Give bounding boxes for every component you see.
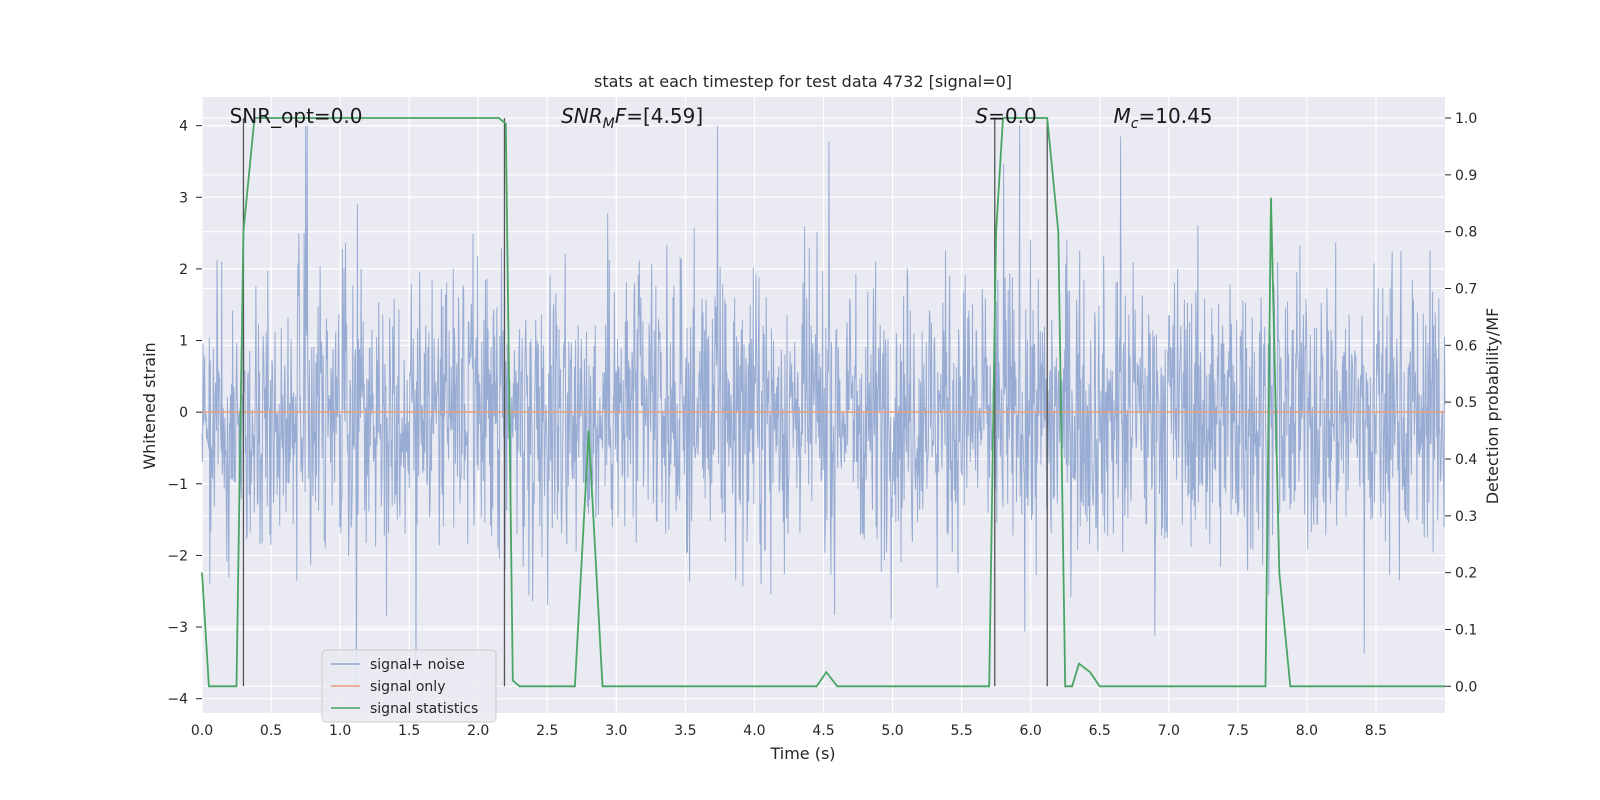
annotation-text: S=0.0 xyxy=(975,104,1036,128)
x-tick-label: 4.0 xyxy=(743,723,765,739)
y-tick-label: 2 xyxy=(179,262,188,278)
x-tick-label: 8.0 xyxy=(1296,723,1318,739)
legend-label-signal-only: signal only xyxy=(370,679,445,695)
signal-noise-line xyxy=(201,125,1446,692)
x-tick-label: 6.5 xyxy=(1089,723,1111,739)
chart-title: stats at each timestep for test data 473… xyxy=(594,72,1012,91)
y-axis-left: 4 3 2 1 0 −1 −2 −3 −4 xyxy=(167,119,202,708)
y2-tick-label: 0.6 xyxy=(1455,338,1477,354)
y-tick-label: 1 xyxy=(179,334,188,350)
signal-statistics-series xyxy=(201,117,1445,688)
x-tick-label: 5.0 xyxy=(881,723,903,739)
annotation-text: SNR_opt=0.0 xyxy=(230,104,363,128)
y-tick-label: 4 xyxy=(179,119,188,135)
legend: signal+ noise signal only signal statist… xyxy=(321,649,497,723)
annotations: SNR_opt=0.0 SNRMF=[4.59] S=0.0 Mc=10.45 xyxy=(230,104,1213,132)
y2-tick-label: 0.8 xyxy=(1455,225,1477,241)
y2-tick-label: 0.1 xyxy=(1455,622,1477,638)
y-axis-right: 1.0 0.9 0.8 0.7 0.6 0.5 0.4 0.3 0.2 0.1 0.0 xyxy=(1445,111,1477,695)
y2-tick-label: 0.3 xyxy=(1455,509,1477,525)
legend-label-signal-noise: signal+ noise xyxy=(370,657,465,673)
x-tick-label: 2.0 xyxy=(467,723,489,739)
x-tick-label: 7.5 xyxy=(1227,723,1249,739)
vertical-markers xyxy=(242,118,1048,687)
x-tick-label: 0.5 xyxy=(260,723,282,739)
x-axis: 0.0 0.5 1.0 1.5 2.0 2.5 3.0 3.5 4.0 4.5 5.0 5.5 6.0 6… xyxy=(191,723,1387,739)
y2-tick-label: 0.5 xyxy=(1455,395,1477,411)
x-tick-label: 2.5 xyxy=(536,723,558,739)
y-tick-label: −4 xyxy=(167,692,188,708)
annotation-text: Mc=10.45 xyxy=(1114,104,1213,132)
x-tick-label: 6.0 xyxy=(1020,723,1042,739)
y-tick-label: 3 xyxy=(179,190,188,206)
x-tick-label: 5.5 xyxy=(950,723,972,739)
x-tick-label: 7.0 xyxy=(1158,723,1180,739)
y2-tick-label: 0.2 xyxy=(1455,566,1477,582)
y2-tick-label: 0.7 xyxy=(1455,282,1477,298)
annotation-text: SNRMF=[4.59] xyxy=(561,104,703,132)
y-tick-label: −1 xyxy=(167,477,188,493)
y2-tick-label: 0.9 xyxy=(1455,168,1477,184)
y2-tick-label: 0.4 xyxy=(1455,452,1477,468)
y-tick-label: −2 xyxy=(167,548,188,564)
x-tick-label: 8.5 xyxy=(1365,723,1387,739)
x-tick-label: 1.0 xyxy=(329,723,351,739)
x-axis-label: Time (s) xyxy=(769,744,835,763)
x-tick-label: 3.0 xyxy=(605,723,627,739)
signal-statistics-line xyxy=(201,117,1445,688)
legend-label-signal-statistics: signal statistics xyxy=(370,701,478,717)
x-tick-label: 4.5 xyxy=(812,723,834,739)
y2-tick-label: 0.0 xyxy=(1455,679,1477,695)
y2-tick-label: 1.0 xyxy=(1455,111,1477,127)
y2-axis-label: Detection probability/MF xyxy=(1483,308,1502,505)
y-axis-label: Whitened strain xyxy=(140,342,159,469)
signal-noise-series xyxy=(201,125,1446,692)
y-tick-label: −3 xyxy=(167,620,188,636)
y-tick-label: 0 xyxy=(179,405,188,421)
x-tick-label: 0.0 xyxy=(191,723,213,739)
x-tick-label: 3.5 xyxy=(674,723,696,739)
x-tick-label: 1.5 xyxy=(398,723,420,739)
